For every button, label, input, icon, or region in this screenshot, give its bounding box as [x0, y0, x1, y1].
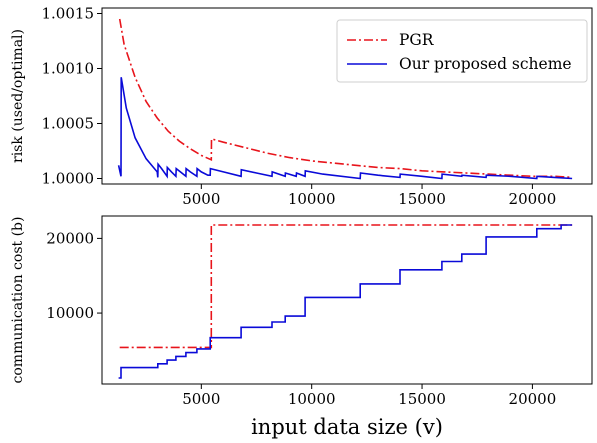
- y-tick-label: 1.0000: [42, 170, 95, 188]
- cost-panel: 5000 10000 15000 20000 10000 20000 communicat…: [10, 215, 593, 439]
- series-ours-line: [117, 77, 573, 180]
- y-tick-label: 10000: [46, 304, 94, 322]
- x-tick-label: 10000: [288, 390, 336, 408]
- series-ours-line: [118, 224, 573, 379]
- risk-ticks: 5000 10000 15000 20000 1.0000 1.0005 1.0010 1.0…: [42, 5, 557, 209]
- x-tick-label: 20000: [509, 390, 557, 408]
- y-tick-label: 1.0015: [42, 5, 95, 23]
- legend: PGR Our proposed scheme: [336, 19, 588, 83]
- legend-label-pgr: PGR: [399, 31, 435, 49]
- y-tick-label: 1.0005: [42, 115, 95, 133]
- risk-panel: 5000 10000 15000 20000 1.0000 1.0005 1.0010 1.0…: [10, 5, 593, 209]
- series-pgr-line: [119, 224, 573, 349]
- risk-y-axis-label: risk (used/optimal): [10, 29, 26, 163]
- risk-axes-frame: [101, 7, 593, 185]
- cost-axes-frame: [101, 215, 593, 385]
- x-tick-label: 20000: [509, 190, 557, 208]
- cost-series-layer: [118, 224, 573, 379]
- series-pgr-line: [118, 18, 573, 179]
- x-tick-label: 10000: [288, 190, 336, 208]
- cost-y-axis-label: communication cost (b): [10, 217, 26, 384]
- x-tick-label: 5000: [182, 390, 220, 408]
- risk-series-layer: [117, 18, 573, 180]
- legend-box: [336, 19, 588, 83]
- y-tick-label: 1.0010: [42, 60, 95, 78]
- cost-ticks: 5000 10000 15000 20000 10000 20000: [46, 229, 556, 408]
- x-axis-label: input data size (v): [251, 415, 443, 439]
- x-tick-label: 15000: [398, 190, 446, 208]
- y-tick-label: 20000: [46, 229, 94, 247]
- legend-label-ours: Our proposed scheme: [399, 55, 572, 73]
- x-tick-label: 15000: [398, 390, 446, 408]
- x-tick-label: 5000: [182, 190, 220, 208]
